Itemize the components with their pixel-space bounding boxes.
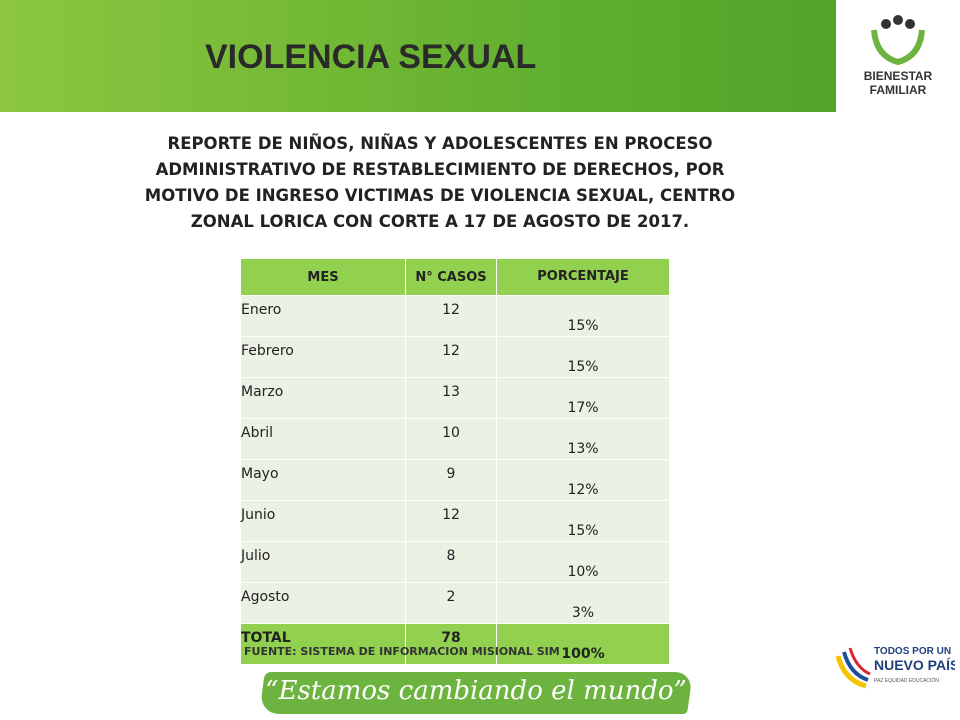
table-cell: 12 <box>405 295 497 337</box>
table-cell: 78 <box>405 623 497 665</box>
table-cell: 15% <box>496 295 670 337</box>
table-cell: PORCENTAJE <box>496 258 670 296</box>
table-cell: 10% <box>496 541 670 583</box>
table-row: Enero 12 15% <box>240 295 670 337</box>
table-cell: 10 <box>405 418 497 460</box>
logo-text: BIENESTAR <box>864 69 933 83</box>
table-cell: TOTAL <box>240 623 406 665</box>
source: FUENTE: SISTEMA DE INFORMACION MISIONAL … <box>244 645 560 658</box>
table-cell: 12 <box>405 336 497 378</box>
table-row: Junio 12 15% <box>240 500 670 542</box>
table-cell: 13% <box>496 418 670 460</box>
logo-icon: BIENESTAR FAMILIAR <box>864 15 933 97</box>
table-cell: Marzo <box>240 377 406 419</box>
report-line: ZONAL LORICA CON CORTE A 17 DE AGOSTO DE… <box>190 212 690 231</box>
table-cell: 17% <box>496 377 670 419</box>
table-cell: 8 <box>405 541 497 583</box>
table-cell: Enero <box>240 295 406 337</box>
table-row: TOTAL 78 100% <box>240 623 670 665</box>
header-band <box>0 0 960 112</box>
table-cell: MES <box>240 258 406 296</box>
table-row: Marzo 13 17% <box>240 377 670 419</box>
title: VIOLENCIA SEXUAL <box>205 38 537 76</box>
data-table: MES N° CASOS PORCENTAJE Enero 12 15% Febrero 12… <box>240 258 670 665</box>
brand-text: TODOS POR UN <box>874 646 951 657</box>
table-cell: 2 <box>405 582 497 624</box>
slogan: “Estamos cambiando el mundo” <box>265 676 687 706</box>
report-line: MOTIVO DE INGRESO VICTIMAS DE VIOLENCIA … <box>144 186 736 205</box>
table-cell: Agosto <box>240 582 406 624</box>
table-row: Agosto 2 3% <box>240 582 670 624</box>
table-cell: N° CASOS <box>405 258 497 296</box>
table-cell: 13 <box>405 377 497 419</box>
table-cell: 15% <box>496 500 670 542</box>
report-line: REPORTE DE NIÑOS, NIÑAS Y ADOLESCENTES E… <box>167 134 713 153</box>
table-row: MES N° CASOS PORCENTAJE <box>240 258 670 296</box>
table-cell: 15% <box>496 336 670 378</box>
table-cell: 12 <box>405 500 497 542</box>
table-row: Mayo 9 12% <box>240 459 670 501</box>
table-cell: 12% <box>496 459 670 501</box>
brand-logo: TODOS POR UN NUEVO PAÍS PAZ EQUIDAD EDUC… <box>835 646 955 689</box>
table-cell: Julio <box>240 541 406 583</box>
logo: BIENESTAR FAMILIAR <box>836 0 960 112</box>
brand-text: NUEVO PAÍS <box>874 657 955 673</box>
table-cell: Junio <box>240 500 406 542</box>
table-row: Abril 10 13% <box>240 418 670 460</box>
table-cell: 3% <box>496 582 670 624</box>
table-cell: Abril <box>240 418 406 460</box>
report-line: ADMINISTRATIVO DE RESTABLECIMIENTO DE DE… <box>155 160 725 179</box>
table-cell: Febrero <box>240 336 406 378</box>
logo-text: FAMILIAR <box>870 83 927 97</box>
table-cell: Mayo <box>240 459 406 501</box>
table-row: Julio 8 10% <box>240 541 670 583</box>
brand-motto: PAZ EQUIDAD EDUCACIÓN <box>874 677 939 684</box>
table-row: Febrero 12 15% <box>240 336 670 378</box>
table-cell: 100% <box>496 623 670 665</box>
table-cell: 9 <box>405 459 497 501</box>
